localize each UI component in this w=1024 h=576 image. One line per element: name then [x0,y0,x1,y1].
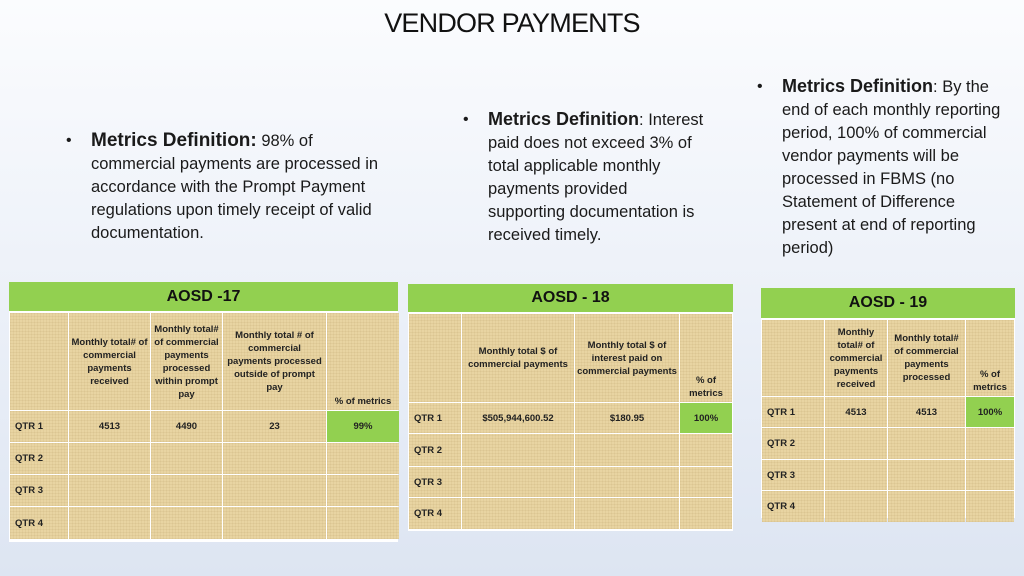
row-label: QTR 3 [10,475,68,506]
table-cell [223,507,326,539]
aosd-17-table: AOSD -17 Monthly total# of commercial pa… [9,282,399,542]
aosd-18-table: AOSD - 18 Monthly total $ of commercial … [408,284,733,531]
table-cell [825,460,887,490]
header-cell: Monthly total# of commercial payments re… [69,313,150,410]
row-label: QTR 1 [409,403,461,433]
header-cell [409,314,461,402]
table-cell: 4490 [151,411,222,442]
aosd-19-table: AOSD - 19 Monthly total# of commercial p… [761,288,1015,522]
header-cell: % of metrics [966,320,1014,396]
table-cell [680,498,732,529]
metrics-definition-heading: Metrics Definition [91,130,251,151]
table-cell [462,498,574,529]
metrics-definition-heading: Metrics Definition [782,76,934,96]
table-cell [151,507,222,539]
table-cell [151,443,222,474]
row-label: QTR 4 [409,498,461,529]
table-cell [327,507,399,539]
metric-cell: 100% [966,397,1014,427]
table-cell [462,467,574,497]
table-cell [575,498,679,529]
table-cell [575,434,679,466]
table-cell [680,434,732,466]
row-label: QTR 4 [10,507,68,539]
row-label: QTR 1 [10,411,68,442]
row-label: QTR 1 [762,397,824,427]
header-cell: % of metrics [327,313,399,410]
table-cell: $180.95 [575,403,679,433]
table-cell [680,467,732,497]
header-cell: Monthly total# of commercial payments re… [825,320,887,396]
table-cell: 4513 [888,397,965,427]
bullet-icon: • [66,132,72,149]
table-cell [888,491,965,522]
table-cell [966,460,1014,490]
table-cell [966,428,1014,459]
heading-colon: : [250,130,257,151]
table-cell: $505,944,600.52 [462,403,574,433]
table-title: AOSD -17 [9,282,398,312]
table-cell [327,443,399,474]
bullet-icon: • [463,111,469,128]
table-cell [825,428,887,459]
heading-colon: : [933,78,938,96]
header-cell [762,320,824,396]
metrics-definition-aosd-19: • Metrics Definition: By the end of each… [757,75,1002,260]
metric-cell: 99% [327,411,399,442]
table-cell [462,434,574,466]
header-cell: Monthly total# of commercial payments pr… [151,313,222,410]
row-label: QTR 2 [762,428,824,459]
table-cell [151,475,222,506]
row-label: QTR 4 [762,491,824,522]
metric-cell: 100% [680,403,732,433]
metrics-definition-heading: Metrics Definition [488,109,640,129]
table-cell [69,443,150,474]
metrics-definition-aosd-17: • Metrics Definition: 98% of commercial … [66,129,381,245]
metrics-definition-aosd-18: • Metrics Definition: Interest paid does… [463,108,708,247]
row-label: QTR 3 [762,460,824,490]
header-cell: Monthly total $ of commercial payments [462,314,574,402]
table-cell [966,491,1014,522]
metrics-definition-text: 98% of commercial payments are processed… [91,132,379,242]
table-cell: 23 [223,411,326,442]
row-label: QTR 3 [409,467,461,497]
row-label: QTR 2 [10,443,68,474]
table-cell [69,507,150,539]
table-cell: 4513 [825,397,887,427]
header-cell [10,313,68,410]
page-title: VENDOR PAYMENTS [384,8,640,38]
table-title: AOSD - 19 [761,288,1015,319]
header-cell: % of metrics [680,314,732,402]
header-cell: Monthly total $ of interest paid on comm… [575,314,679,402]
header-cell: Monthly total# of commercial payments pr… [888,320,965,396]
header-cell: Monthly total # of commercial payments p… [223,313,326,410]
table-title: AOSD - 18 [408,284,733,313]
table-cell [888,460,965,490]
table-cell [223,443,326,474]
metrics-definition-text: By the end of each monthly reporting per… [782,78,1001,257]
row-label: QTR 2 [409,434,461,466]
table-cell [69,475,150,506]
table-cell [223,475,326,506]
table-cell [575,467,679,497]
table-cell [825,491,887,522]
bullet-icon: • [757,78,763,95]
metrics-definition-text: Interest paid does not exceed 3% of tota… [488,111,704,244]
table-cell: 4513 [69,411,150,442]
table-cell [888,428,965,459]
table-cell [327,475,399,506]
heading-colon: : [639,111,644,129]
